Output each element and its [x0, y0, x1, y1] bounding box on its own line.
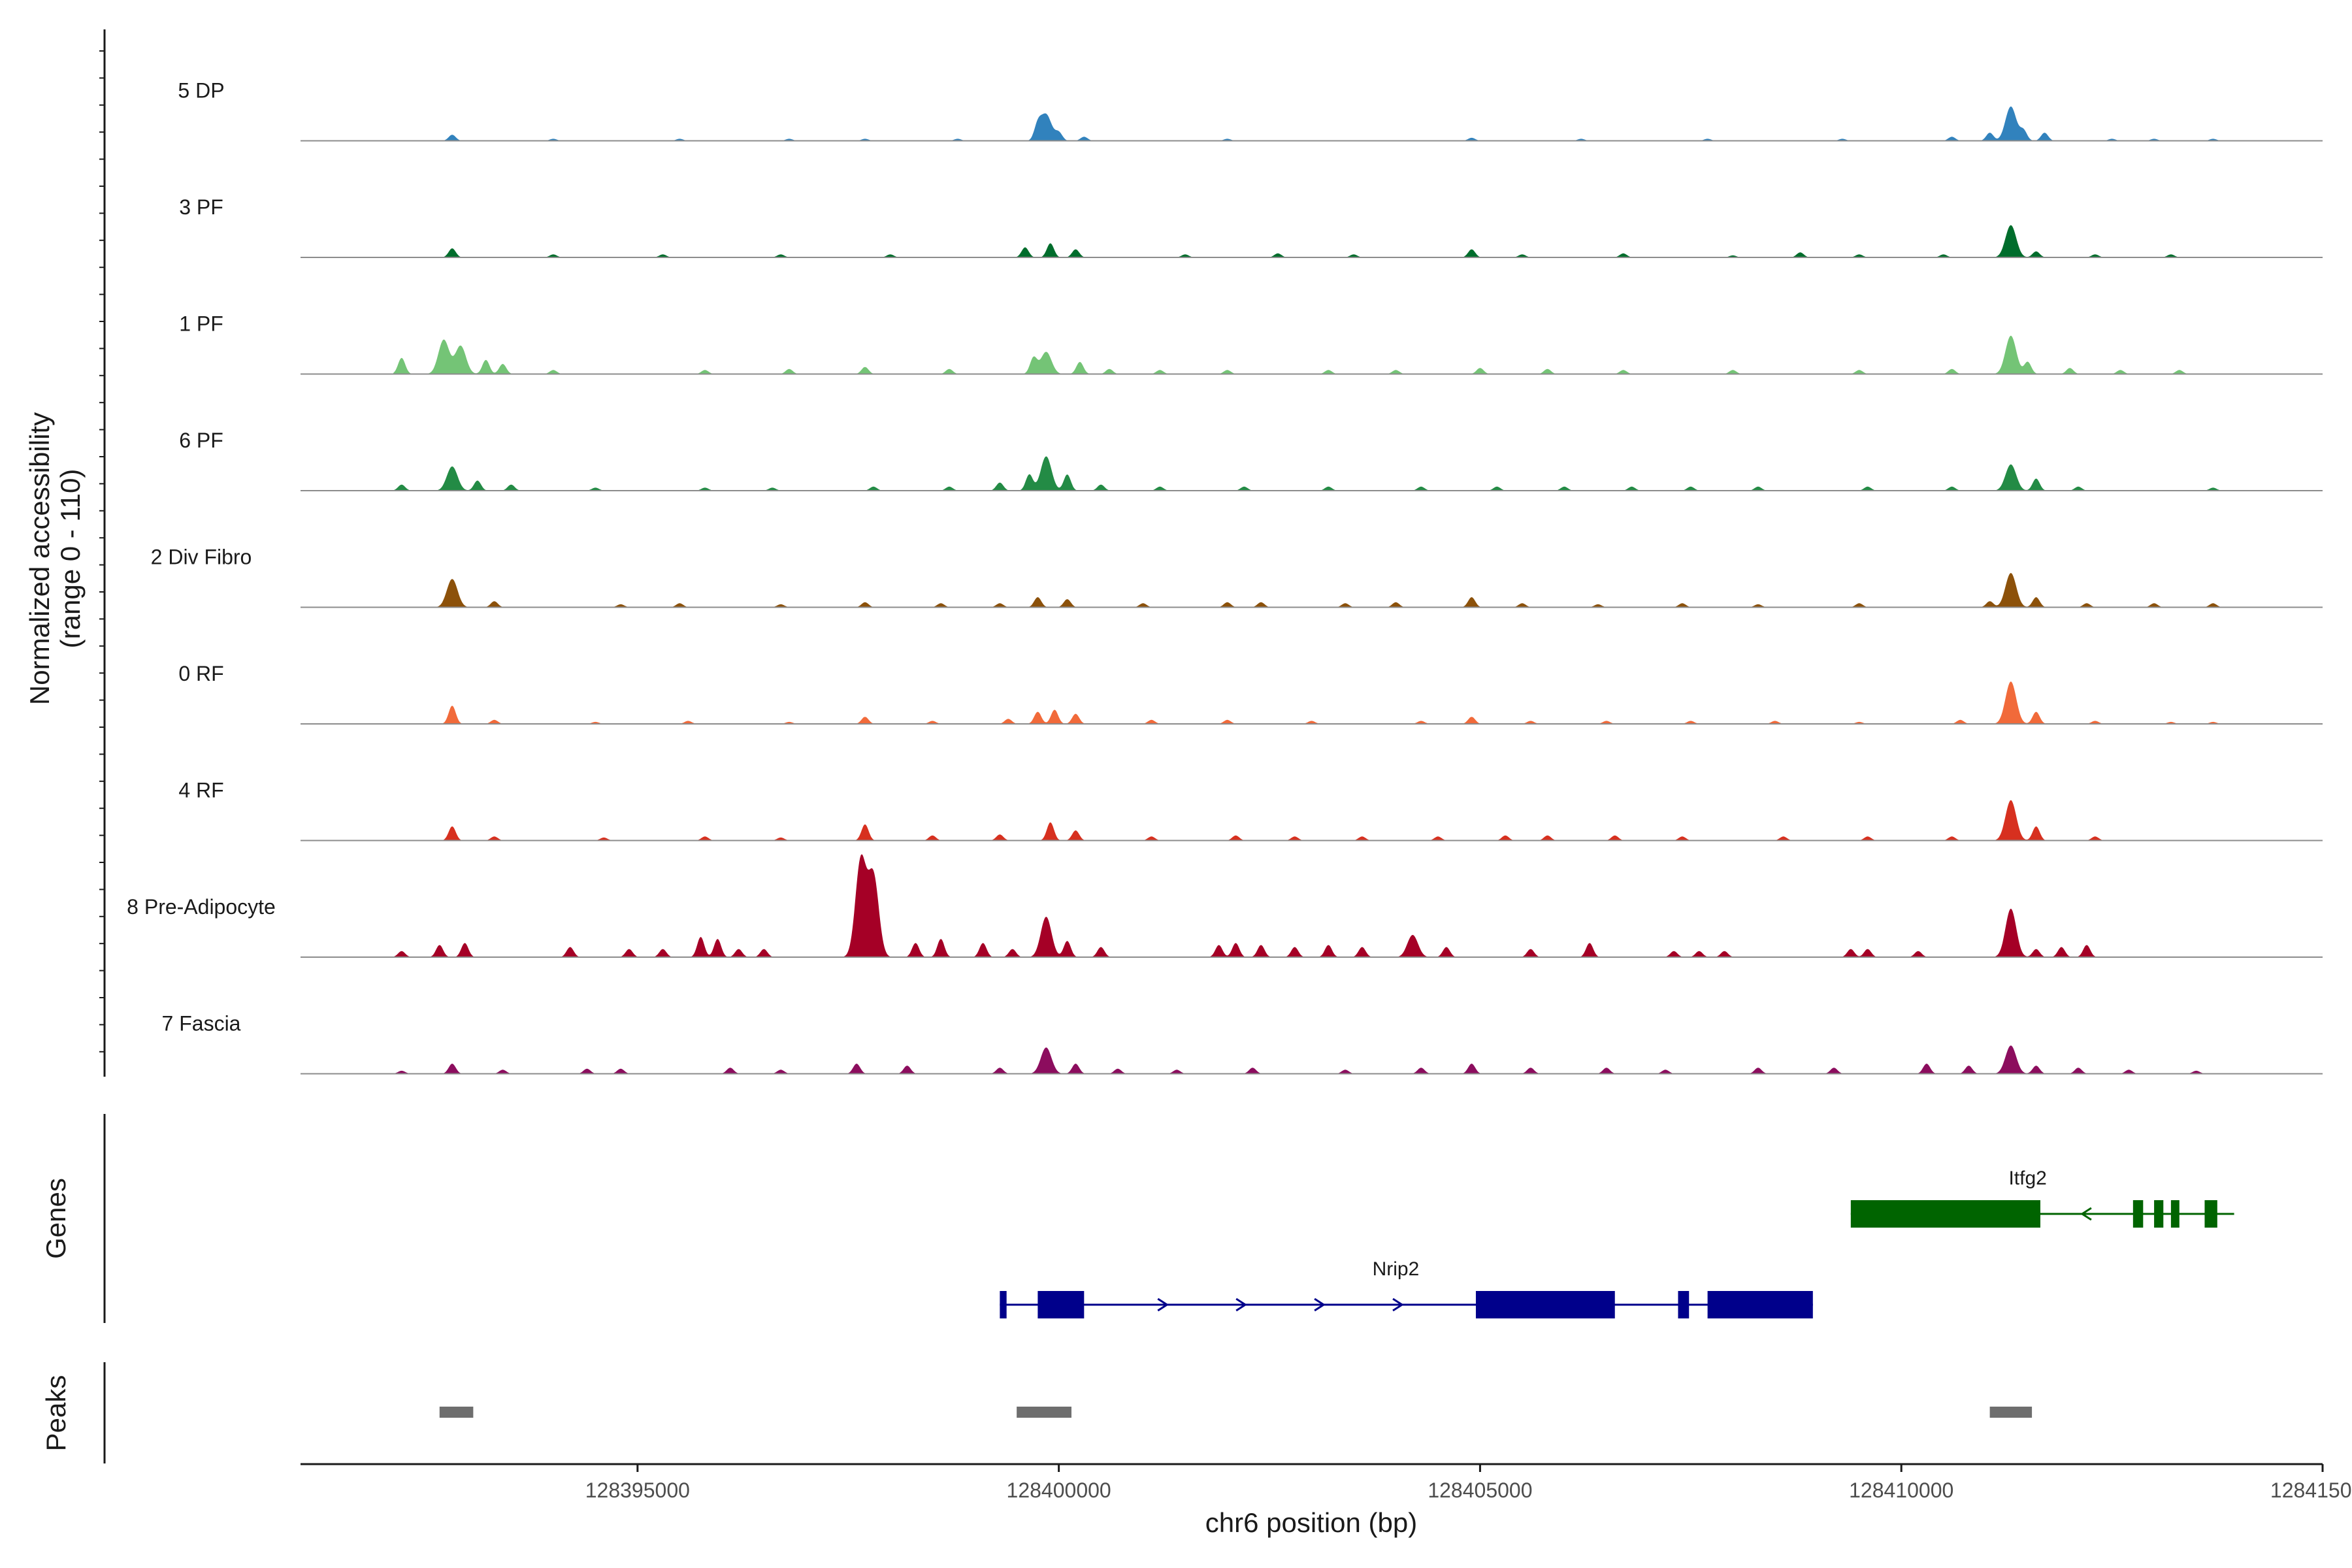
strand-arrow-Itfg2	[2080, 1207, 2092, 1221]
gene-exon-Itfg2-1	[2132, 1200, 2144, 1228]
left-y-axis	[99, 29, 106, 1077]
x-tick-label-4: 128415000	[2270, 1478, 2352, 1502]
y-axis-range: (range 0 - 110)	[55, 469, 86, 649]
strand-arrow-Nrip2	[1314, 1298, 1326, 1312]
track-label-5: 0 RF	[178, 662, 223, 685]
gene-exon-Nrip2-0	[1000, 1291, 1007, 1318]
x-tick-label-2: 128405000	[1428, 1478, 1532, 1502]
coverage-area-6	[393, 800, 2230, 841]
peak-region-1	[1017, 1407, 1071, 1418]
gene-exon-Itfg2-0	[1850, 1200, 2040, 1228]
x-tick-label-0: 128395000	[585, 1478, 690, 1502]
strand-arrow-Nrip2	[1392, 1298, 1404, 1312]
track-label-7: 8 Pre-Adipocyte	[127, 895, 276, 919]
coverage-area-1	[393, 225, 2230, 257]
coverage-area-7	[393, 854, 2230, 957]
gene-exon-Nrip2-4	[1707, 1291, 1813, 1318]
coverage-area-4	[393, 573, 2230, 608]
coverage-area-3	[393, 456, 2230, 491]
gene-label-Nrip2: Nrip2	[1373, 1258, 1420, 1280]
x-tick-label-3: 128410000	[1849, 1478, 1953, 1502]
strand-arrow-Nrip2	[1235, 1298, 1247, 1312]
genes-track-label: Genes	[41, 1178, 71, 1259]
x-axis: 128395000 128400000 128405000 128410000 1284…	[301, 1463, 2352, 1502]
gene-exon-Nrip2-2	[1475, 1291, 1615, 1318]
track-label-0: 5 DP	[178, 79, 224, 103]
coverage-area-2	[393, 335, 2230, 374]
track-label-1: 3 PF	[179, 195, 223, 219]
gene-exon-Itfg2-4	[2204, 1200, 2217, 1228]
coverage-area-8	[393, 1045, 2230, 1074]
peaks-track	[103, 1362, 2033, 1463]
x-axis-title: chr6 position (bp)	[1205, 1507, 1418, 1538]
track-label-8: 7 Fascia	[162, 1012, 241, 1036]
gene-exon-Nrip2-1	[1037, 1291, 1085, 1318]
coverage-tracks: 5 DP 3 PF 1 PF 6 PF 2 Div Fibro 0 RF 4 RF 8 Pre…	[127, 79, 2323, 1075]
gene-label-Itfg2: Itfg2	[2008, 1168, 2046, 1189]
y-axis-title: Normalized accessibility	[24, 412, 55, 705]
x-tick-label-1: 128400000	[1007, 1478, 1111, 1502]
gene-exon-Itfg2-2	[2154, 1200, 2164, 1228]
gene-exon-Itfg2-3	[2170, 1200, 2180, 1228]
gene-exon-Nrip2-3	[1678, 1291, 1690, 1318]
peak-region-0	[439, 1407, 474, 1418]
peak-region-2	[1989, 1407, 2033, 1418]
track-label-6: 4 RF	[178, 779, 223, 802]
strand-arrow-Nrip2	[1157, 1298, 1169, 1312]
coverage-area-0	[393, 106, 2230, 141]
peaks-track-label: Peaks	[41, 1375, 71, 1452]
coverage-area-5	[393, 681, 2230, 724]
genes-track: Itfg2 Nrip2	[103, 1114, 2234, 1323]
track-label-2: 1 PF	[179, 312, 223, 336]
track-label-3: 6 PF	[179, 429, 223, 452]
track-label-4: 2 Div Fibro	[151, 546, 252, 569]
